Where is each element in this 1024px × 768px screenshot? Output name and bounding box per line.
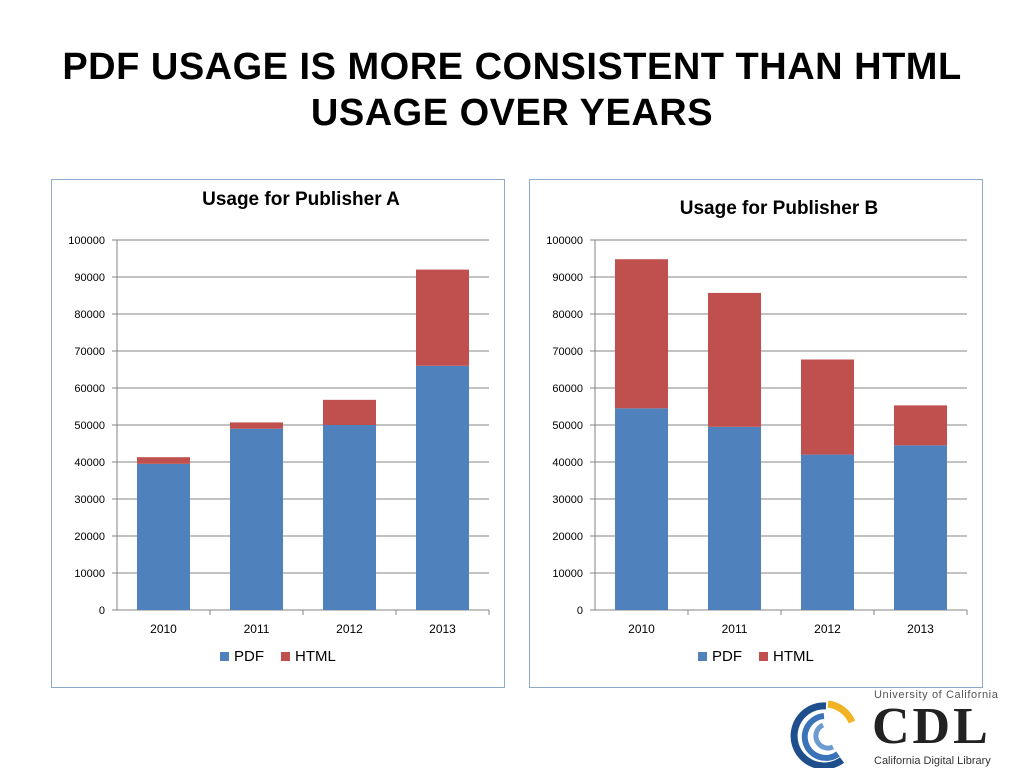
bar-html-2011 — [707, 292, 762, 427]
legend-label-html: HTML — [295, 648, 336, 665]
bar-html-2013 — [415, 269, 470, 366]
y-tick-label: 30000 — [552, 494, 583, 506]
x-tick-label: 2011 — [722, 622, 748, 636]
y-tick-label: 30000 — [74, 494, 105, 506]
y-tick-label: 50000 — [74, 420, 105, 432]
bar-html-2011 — [229, 422, 284, 429]
legend-label-pdf: PDF — [234, 648, 264, 665]
bar-pdf-2011 — [707, 426, 762, 610]
y-tick-label: 70000 — [552, 346, 583, 358]
y-tick-label: 60000 — [552, 383, 583, 395]
y-tick-label: 50000 — [552, 420, 583, 432]
logo-cdl-text: CDL — [872, 698, 991, 755]
legend-swatch-html — [281, 652, 290, 661]
bar-pdf-2010 — [614, 408, 669, 610]
bar-html-2010 — [136, 457, 191, 464]
y-tick-label: 0 — [99, 605, 105, 617]
legend-label-pdf: PDF — [712, 648, 742, 665]
y-tick-label: 20000 — [74, 531, 105, 543]
x-tick-label: 2011 — [244, 622, 270, 636]
bar-html-2013 — [893, 405, 948, 446]
slide-title-line-1: PDF USAGE IS MORE CONSISTENT THAN HTML — [62, 46, 962, 88]
logo-university-text: University of California — [874, 689, 999, 701]
chart-title: Usage for Publisher B — [680, 198, 879, 219]
y-tick-label: 70000 — [74, 346, 105, 358]
chart-publisher-a-svg: Usage for Publisher A 0 10000 20000 30000 400… — [68, 189, 490, 665]
slide-title: PDF USAGE IS MORE CONSISTENT THAN HTML U… — [0, 44, 1024, 136]
bar-pdf-2012 — [800, 454, 855, 610]
y-tick-label: 20000 — [552, 531, 583, 543]
cdl-logo: University of California CDL California … — [782, 688, 1012, 768]
y-tick-label: 100000 — [546, 235, 583, 247]
legend-swatch-pdf — [698, 652, 707, 661]
y-tick-label: 0 — [577, 605, 583, 617]
y-tick-label: 80000 — [74, 309, 105, 321]
y-tick-label: 40000 — [552, 457, 583, 469]
y-tick-label: 90000 — [552, 272, 583, 284]
bar-html-2012 — [800, 359, 855, 455]
legend-swatch-html — [759, 652, 768, 661]
chart-publisher-b-svg: Usage for Publisher B 0 10000 20000 30000 400… — [546, 198, 968, 665]
x-tick-label: 2013 — [429, 622, 456, 636]
bar-pdf-2013 — [893, 445, 948, 610]
y-tick-label: 90000 — [74, 272, 105, 284]
x-tick-label: 2010 — [628, 622, 655, 636]
chart-publisher-b: Usage for Publisher B 0 10000 20000 30000 400… — [529, 179, 983, 688]
bar-html-2010 — [614, 259, 669, 409]
legend-label-html: HTML — [773, 648, 814, 665]
x-tick-label: 2013 — [907, 622, 934, 636]
bar-pdf-2011 — [229, 428, 284, 610]
slide-title-line-2: USAGE OVER YEARS — [310, 92, 714, 134]
bar-pdf-2013 — [415, 365, 470, 610]
chart-publisher-a: Usage for Publisher A 0 10000 20000 30000 400… — [51, 179, 505, 688]
cdl-swirl-icon — [790, 700, 856, 768]
x-tick-label: 2010 — [150, 622, 177, 636]
bar-pdf-2012 — [322, 425, 377, 610]
y-tick-label: 40000 — [74, 457, 105, 469]
y-tick-label: 10000 — [552, 568, 583, 580]
legend-swatch-pdf — [220, 652, 229, 661]
y-tick-label: 10000 — [74, 568, 105, 580]
bar-pdf-2010 — [136, 463, 191, 610]
y-tick-label: 80000 — [552, 309, 583, 321]
bar-html-2012 — [322, 399, 377, 425]
x-tick-label: 2012 — [336, 622, 363, 636]
chart-title: Usage for Publisher A — [202, 189, 400, 210]
x-tick-label: 2012 — [814, 622, 841, 636]
logo-library-text: California Digital Library — [874, 755, 991, 767]
y-tick-label: 60000 — [74, 383, 105, 395]
y-tick-label: 100000 — [68, 235, 105, 247]
